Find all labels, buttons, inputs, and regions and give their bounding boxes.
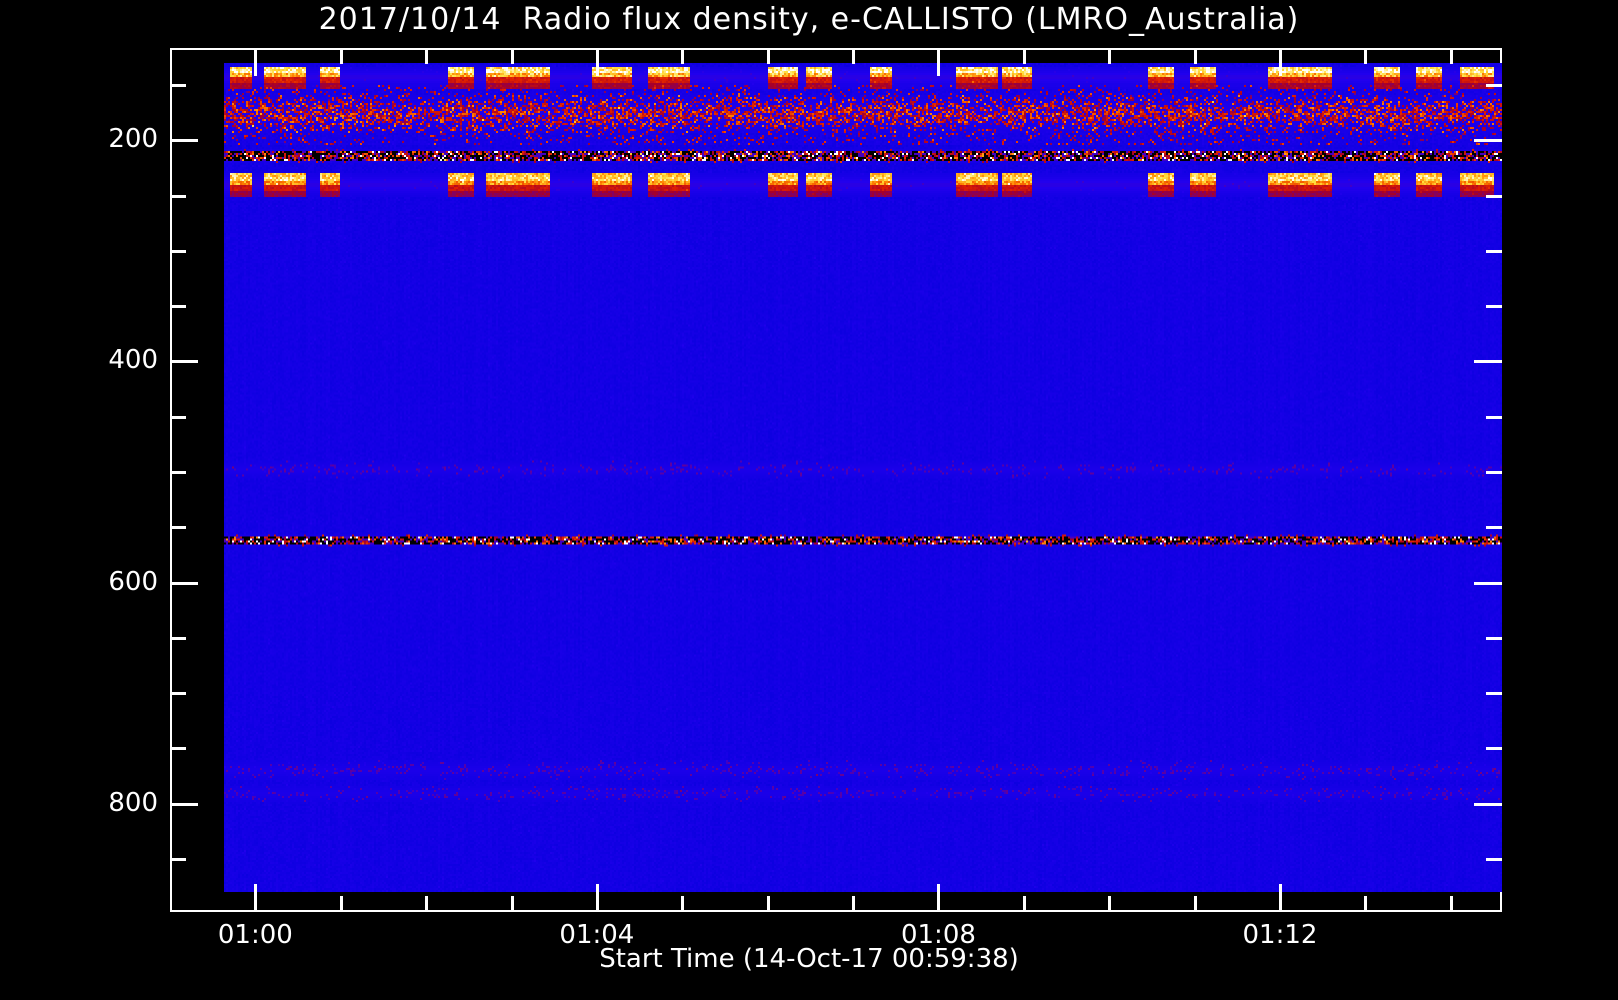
x-tick-top-66 (767, 48, 770, 64)
x-tick-69 (1023, 896, 1026, 912)
y-tick-600 (170, 582, 198, 585)
x-tick-top-74 (1450, 48, 1453, 64)
x-tick-label-1: 01:04 (559, 920, 635, 950)
x-tick-top-67 (852, 48, 855, 64)
y-tick-250 (170, 195, 186, 198)
y-tick-right-600 (1474, 582, 1502, 585)
y-tick-right-350 (1486, 305, 1502, 308)
x-tick-71 (1194, 896, 1197, 912)
y-tick-650 (170, 637, 186, 640)
x-tick-top-70 (1108, 48, 1111, 64)
x-tick-60 (254, 884, 257, 912)
y-tick-right-750 (1486, 747, 1502, 750)
y-tick-right-300 (1486, 250, 1502, 253)
y-tick-400 (170, 360, 198, 363)
x-tick-label-0: 01:00 (217, 920, 293, 950)
x-tick-top-72 (1279, 48, 1282, 76)
y-tick-label-200: 200 (108, 124, 158, 155)
x-tick-label-3: 01:12 (1242, 920, 1318, 950)
y-tick-label-400: 400 (108, 345, 158, 376)
y-tick-right-650 (1486, 637, 1502, 640)
x-tick-top-62 (425, 48, 428, 64)
x-tick-top-71 (1194, 48, 1197, 64)
x-tick-72 (1279, 884, 1282, 912)
y-tick-right-250 (1486, 195, 1502, 198)
x-tick-top-65 (681, 48, 684, 64)
y-tick-500 (170, 471, 186, 474)
x-axis-title: Start Time (14-Oct-17 00:59:38) (599, 944, 1019, 974)
x-tick-66 (767, 896, 770, 912)
y-tick-right-200 (1474, 139, 1502, 142)
y-tick-right-400 (1474, 360, 1502, 363)
x-tick-61 (340, 896, 343, 912)
y-tick-550 (170, 526, 186, 529)
x-tick-73 (1364, 896, 1367, 912)
y-tick-150 (170, 84, 186, 87)
y-tick-label-800: 800 (108, 787, 158, 818)
y-tick-350 (170, 305, 186, 308)
y-tick-right-700 (1486, 692, 1502, 695)
y-tick-300 (170, 250, 186, 253)
x-tick-top-63 (511, 48, 514, 64)
spectrogram-canvas (224, 63, 1502, 892)
x-tick-68 (937, 884, 940, 912)
y-tick-450 (170, 416, 186, 419)
page-title: 2017/10/14 Radio flux density, e-CALLIST… (318, 2, 1300, 37)
y-tick-200 (170, 139, 198, 142)
x-tick-top-64 (596, 48, 599, 76)
y-tick-label-600: 600 (108, 566, 158, 597)
y-tick-850 (170, 858, 186, 861)
y-tick-right-850 (1486, 858, 1502, 861)
y-tick-700 (170, 692, 186, 695)
x-tick-65 (681, 896, 684, 912)
x-tick-top-60 (254, 48, 257, 76)
x-tick-label-2: 01:08 (900, 920, 976, 950)
y-tick-right-800 (1474, 803, 1502, 806)
x-tick-top-69 (1023, 48, 1026, 64)
x-tick-67 (852, 896, 855, 912)
x-tick-74 (1450, 896, 1453, 912)
x-tick-64 (596, 884, 599, 912)
y-tick-800 (170, 803, 198, 806)
x-tick-top-73 (1364, 48, 1367, 64)
x-tick-63 (511, 896, 514, 912)
x-tick-top-68 (937, 48, 940, 76)
y-tick-right-150 (1486, 84, 1502, 87)
y-tick-750 (170, 747, 186, 750)
y-tick-right-550 (1486, 526, 1502, 529)
x-tick-top-61 (340, 48, 343, 64)
x-tick-62 (425, 896, 428, 912)
y-tick-right-500 (1486, 471, 1502, 474)
x-tick-70 (1108, 896, 1111, 912)
y-tick-right-450 (1486, 416, 1502, 419)
